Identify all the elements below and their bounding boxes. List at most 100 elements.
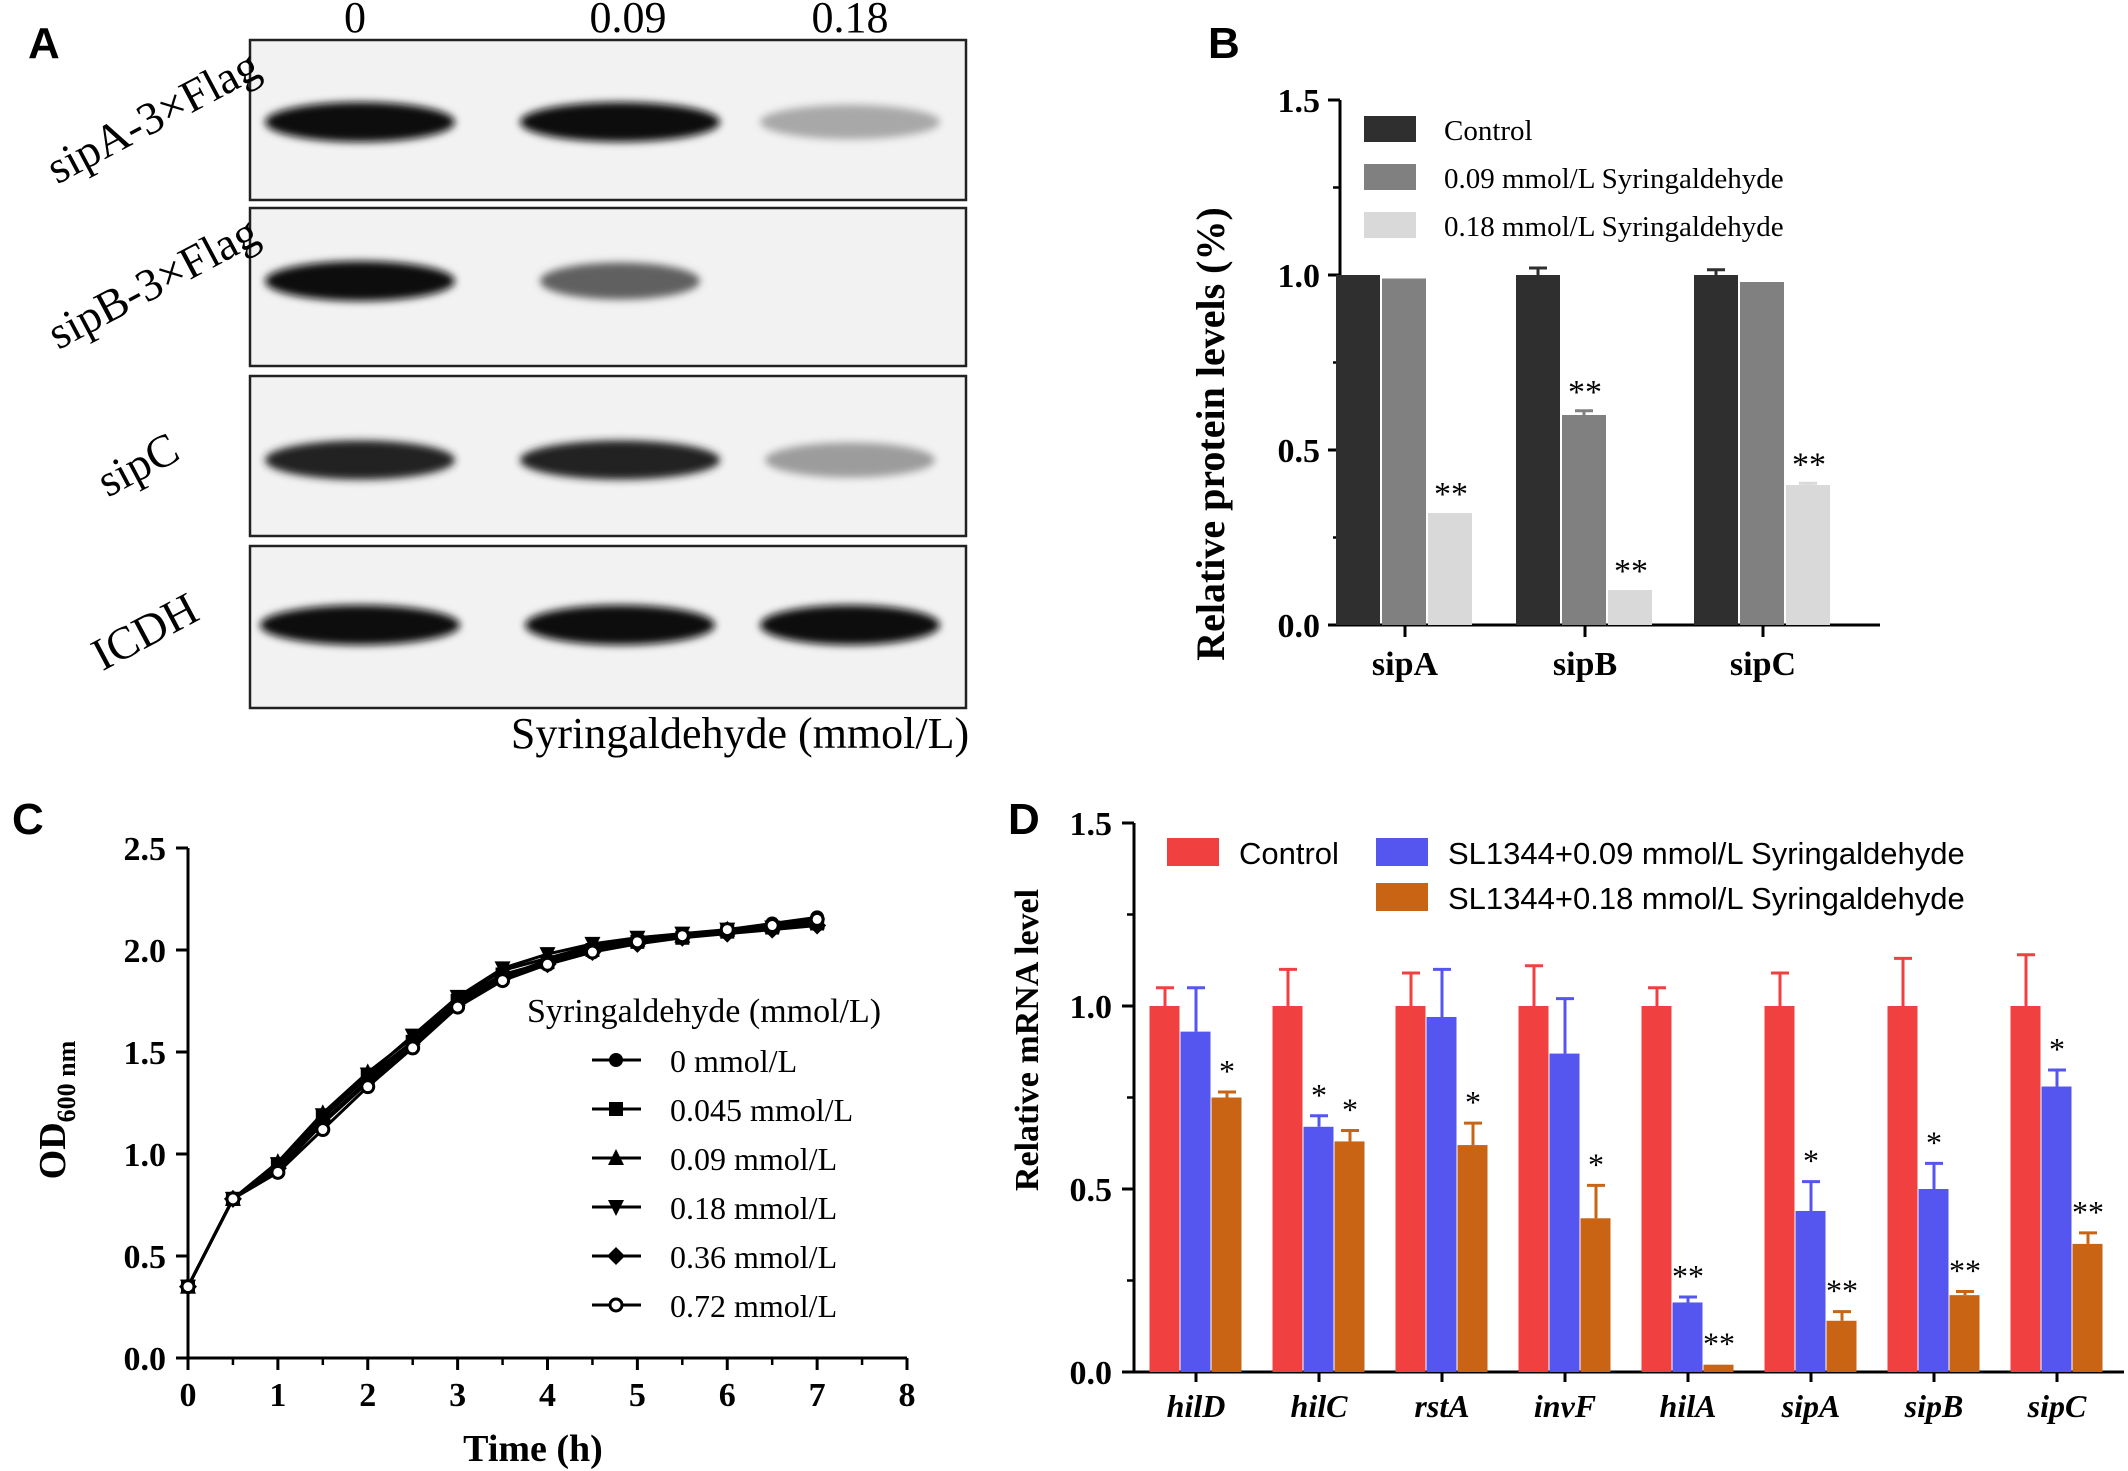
panel-c-ytick-label: 1.0 [124, 1137, 167, 1174]
panel-c-xtick-label: 0 [180, 1377, 197, 1414]
blot-band-r0-c0 [265, 102, 455, 142]
blot-band-r3-c1 [525, 605, 715, 645]
panel-d-significance: ** [1703, 1326, 1735, 1362]
panel-d-bar [1641, 1006, 1672, 1372]
panel-d-bar [1887, 1006, 1918, 1372]
panel-d-bar [1918, 1189, 1949, 1372]
panel-b-xtick-label: sipA [1372, 646, 1439, 683]
panel-d-ytick-label: 1.5 [1070, 806, 1113, 843]
panel-b-legend-label: Control [1444, 115, 1533, 147]
panel-d-bar [1764, 1006, 1795, 1372]
panel-c-ytick-label: 2.5 [124, 831, 167, 868]
panel-c-marker [629, 934, 645, 950]
panel-d-significance: ** [1949, 1252, 1981, 1288]
panel-c-marker [270, 1164, 286, 1180]
panel-d-xtick-label: hilD [1167, 1388, 1226, 1424]
panel-c-legend-label: 0 mmol/L [670, 1043, 797, 1079]
panel-d-significance: * [1465, 1084, 1481, 1120]
panel-d-bar [1426, 1016, 1457, 1372]
panel-c-xtick-label: 8 [899, 1377, 916, 1414]
panel-c-legend-label: 0.09 mmol/L [670, 1141, 837, 1177]
panel-d-bar [1826, 1320, 1857, 1372]
panel-d-significance: * [1588, 1146, 1604, 1182]
panel-b-significance: ** [1434, 476, 1468, 513]
panel-a-letter: A [28, 19, 60, 68]
panel-c-marker [608, 1149, 624, 1165]
panel-b-ytick-label: 0.0 [1278, 608, 1321, 645]
panel-d-bar [1303, 1126, 1334, 1372]
panel-b-bar [1740, 282, 1784, 625]
blot-band-r0-c1 [520, 102, 720, 142]
panel-c-ytick-label: 1.5 [124, 1035, 167, 1072]
panel-b-legend-swatch [1364, 164, 1416, 190]
panel-b-ytick-label: 0.5 [1278, 433, 1321, 470]
panel-c-xtick-label: 2 [359, 1377, 376, 1414]
blot-conc-1: 0.09 [590, 0, 667, 42]
blot-band-r0-c2 [760, 104, 940, 140]
panel-d-ytick-label: 0.0 [1070, 1355, 1113, 1392]
panel-b-xtick-label: sipC [1730, 646, 1796, 683]
panel-c-legend-label: 0.18 mmol/L [670, 1190, 837, 1226]
panel-d-legend-swatch [1376, 883, 1428, 911]
panel-d-significance: * [1926, 1124, 1942, 1160]
panel-d-bar [1211, 1097, 1242, 1372]
panel-c-marker [608, 1200, 624, 1216]
panel-c-marker [584, 944, 600, 960]
blot-label-sipc: sipC [89, 422, 187, 507]
panel-c-marker [609, 1053, 623, 1067]
blot-bands [260, 102, 940, 645]
panel-c-xlabel: Time (h) [463, 1428, 603, 1470]
panel-d-bar [1795, 1210, 1826, 1372]
panel-d-significance: ** [1826, 1273, 1858, 1309]
panel-b-bar [1336, 275, 1380, 625]
blot-label-sipb: sipB-3×Flag [39, 206, 266, 359]
svg-text:OD600 nm: OD600 nm [32, 1040, 81, 1179]
panel-d-xtick-label: rstA [1414, 1388, 1469, 1424]
panel-d-xtick-label: sipB [1904, 1388, 1964, 1424]
panel-b-ytick-label: 1.5 [1278, 83, 1321, 120]
panel-d-xtick-label: sipC [2027, 1388, 2087, 1424]
panel-d-legend-label: SL1344+0.18 mmol/L Syringaldehyde [1448, 881, 1965, 916]
panel-c-xtick-label: 1 [269, 1377, 286, 1414]
panel-b-bar [1562, 415, 1606, 625]
panel-c-ylabel-sub: 600 nm [52, 1040, 81, 1122]
panel-c-marker [405, 1040, 421, 1056]
panel-c-marker [180, 1279, 196, 1295]
panel-c-marker [809, 911, 825, 927]
panel-b-bar [1516, 275, 1560, 625]
blot-xlabel: Syringaldehyde (mmol/L) [511, 709, 969, 758]
panel-d-significance: ** [1672, 1258, 1704, 1294]
panel-b-legend-swatch [1364, 212, 1416, 238]
panel-d-mrna-chart: D Relative mRNA level 0.0 0.5 1.0 1.5 hilD * h… [1008, 795, 2124, 1424]
panel-c-legend-label: 0.72 mmol/L [670, 1288, 837, 1324]
blot-conc-0: 0 [344, 0, 366, 42]
panel-b-significance: ** [1792, 446, 1826, 483]
panel-c-marker [540, 956, 555, 972]
panel-b-bar [1786, 485, 1830, 625]
panel-d-bar [1180, 1031, 1211, 1372]
panel-d-significance: * [1311, 1077, 1327, 1113]
panel-d-bar [1395, 1006, 1426, 1372]
panel-d-bar [1549, 1053, 1580, 1372]
panel-c-legend-title: Syringaldehyde (mmol/L) [527, 993, 881, 1030]
panel-b-ylabel: Relative protein levels (%) [1188, 207, 1233, 661]
panel-c-marker [719, 922, 735, 938]
panel-d-bar [1672, 1302, 1703, 1372]
panel-d-legend-swatch [1167, 838, 1219, 866]
panel-c-marker [764, 918, 780, 934]
panel-d-bar [2072, 1243, 2103, 1372]
panel-c-marker [450, 999, 466, 1015]
panel-b-bar [1694, 275, 1738, 625]
panel-c-growth-chart: C OD600 nm Time (h) 0.0 0.5 1.0 1.5 2.0 2.5 0 1… [12, 795, 916, 1470]
panel-d-legend-label: Control [1239, 836, 1339, 871]
blot-band-r1-c1 [540, 262, 700, 300]
panel-d-legend-swatch [1376, 838, 1428, 866]
panel-d-xtick-label: invF [1534, 1388, 1596, 1424]
panel-c-legend-label: 0.045 mmol/L [670, 1092, 853, 1128]
panel-d-bar [2010, 1006, 2041, 1372]
panel-c-marker [609, 1102, 623, 1116]
panel-b-bar [1608, 590, 1652, 625]
panel-b-bar [1382, 278, 1426, 625]
